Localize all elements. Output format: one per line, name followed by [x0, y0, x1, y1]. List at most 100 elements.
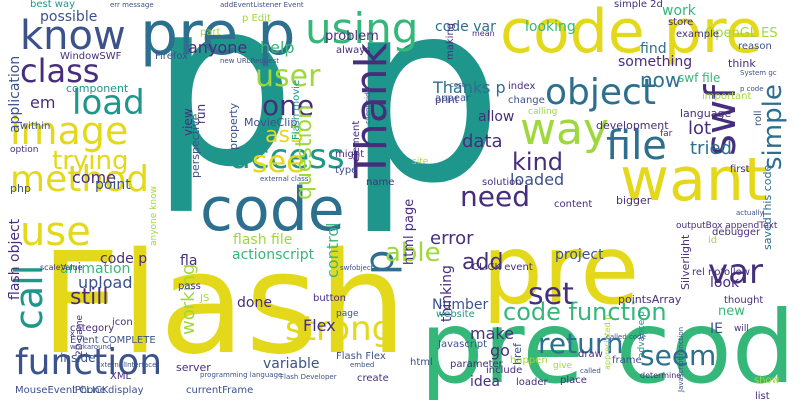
word: actually [736, 209, 764, 217]
word: website [436, 309, 475, 320]
word: roll [753, 110, 764, 126]
word: frame [612, 355, 642, 366]
word: return [538, 327, 624, 360]
word: icon [112, 317, 133, 328]
word: change [508, 95, 545, 106]
word: addEventListener Event [220, 1, 304, 9]
word: code var [435, 19, 496, 35]
word: look [710, 275, 740, 291]
word: IE [710, 321, 723, 337]
word: mean [472, 29, 495, 38]
word: important [702, 91, 752, 102]
word: add [462, 250, 504, 275]
word: Firefox [155, 51, 189, 62]
word: calling [528, 107, 558, 117]
word: p code [740, 85, 764, 93]
word: load [72, 83, 145, 123]
word: always [336, 45, 371, 56]
word: cost [450, 81, 465, 89]
word: Silverlight [679, 234, 692, 290]
word: called [580, 367, 601, 375]
word: within [20, 121, 51, 132]
word: loaded [510, 170, 565, 189]
word: lot [688, 118, 712, 139]
word: scaleValue [40, 263, 83, 272]
word: var [708, 252, 763, 292]
word: print [435, 95, 459, 106]
word: debugger [712, 227, 761, 238]
word: p Edit [242, 13, 271, 24]
word: best way [30, 0, 76, 10]
word: find [640, 41, 667, 57]
word: parameter [450, 359, 503, 370]
word: come [72, 168, 117, 187]
word: example [676, 29, 720, 40]
word: currentFrame [186, 385, 254, 396]
word: fla [180, 253, 198, 269]
word: Flash Flex [336, 351, 386, 362]
word: Javascript function [677, 326, 685, 392]
word: something [618, 54, 693, 70]
word: external class [260, 175, 309, 183]
word: name [366, 177, 395, 188]
word: ExternalInterface [96, 361, 157, 369]
word: way [520, 104, 609, 155]
word: new URLRequest [220, 57, 280, 65]
word: done [237, 295, 272, 311]
word: programming language [200, 371, 283, 379]
word: XML [110, 371, 132, 382]
word: Flex [303, 316, 336, 335]
word: making [445, 22, 456, 60]
word: method [10, 159, 150, 200]
word: upload [78, 273, 133, 292]
word: code pre [500, 0, 763, 67]
word: language [680, 107, 732, 120]
word: Flash [40, 223, 407, 386]
word: client side [364, 88, 372, 124]
word: error [430, 228, 474, 249]
word: p [150, 0, 296, 218]
word: appear [435, 93, 471, 104]
word: id [708, 235, 718, 246]
word: reason [738, 41, 772, 52]
word: outputBox appendText [676, 221, 778, 231]
word: WindowSWF [60, 51, 122, 62]
word: give [553, 361, 573, 371]
word: file [606, 123, 667, 169]
word: savedThis code [761, 164, 774, 250]
word: p [345, 0, 504, 238]
word: able [385, 238, 441, 268]
word: index [508, 81, 536, 92]
word: use [20, 209, 91, 255]
word: seem [640, 339, 717, 372]
word: simple 2d [614, 0, 663, 10]
word: create [357, 373, 389, 384]
word: working [178, 263, 199, 335]
word: development [596, 119, 669, 132]
word: happen [510, 355, 548, 366]
word: tried [690, 138, 732, 159]
word: store [668, 17, 694, 28]
word: object [545, 72, 656, 113]
word: swfobject [340, 264, 374, 272]
word: access [230, 137, 345, 177]
word: allow [478, 109, 515, 125]
word: property [227, 102, 240, 150]
word: idea [470, 374, 500, 390]
word: image [10, 109, 129, 153]
word: simple [758, 84, 788, 170]
word: solution [482, 177, 522, 188]
word: see [252, 145, 305, 180]
word: looking [525, 19, 576, 35]
word: know [20, 13, 126, 59]
word: user [255, 59, 321, 94]
word: Event COMPLETE [70, 335, 156, 346]
word: content [554, 199, 593, 210]
word: now [640, 68, 682, 92]
word: pre code [420, 289, 800, 400]
word: help [260, 38, 295, 57]
word: appreciated p [603, 314, 612, 370]
word: flash file [233, 232, 293, 248]
word: server [176, 361, 211, 374]
